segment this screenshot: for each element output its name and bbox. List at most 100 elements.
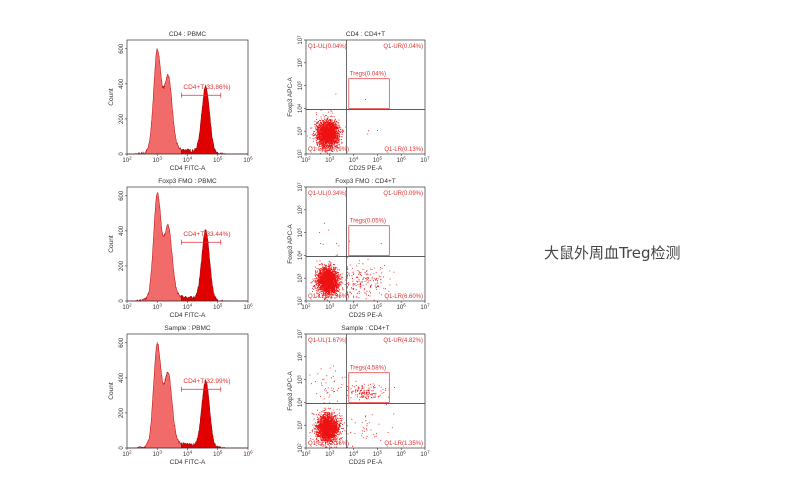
histogram-ungated-area — [127, 342, 182, 449]
tick-exponent: 6 — [250, 156, 253, 161]
tick-label: 106 — [397, 303, 407, 312]
tregs-gate — [348, 78, 390, 109]
tick-label: 103 — [296, 273, 304, 283]
tick-label: 107 — [420, 156, 430, 165]
tick-exponent: 5 — [379, 450, 382, 455]
tick-label: 106 — [296, 352, 304, 362]
tick-label: 102 — [122, 450, 132, 459]
tick-exponent: 2 — [296, 296, 301, 299]
plot-frame — [305, 39, 426, 155]
tick-label: 104 — [296, 250, 304, 260]
tick-label: 102 — [122, 303, 132, 312]
quadrant-ul-label: Q1-UL(0.34%) — [308, 191, 347, 197]
y-tick-label: 0 — [119, 299, 125, 303]
histogram-gated-area — [181, 379, 248, 449]
tick-label: 105 — [296, 81, 304, 91]
tick-label: 107 — [296, 329, 304, 339]
tick-label: 104 — [296, 103, 304, 113]
dot-plot-title: Foxp3 FMO : CD4+T — [335, 178, 396, 185]
tick-exponent: 5 — [296, 228, 301, 231]
tick-label: 107 — [296, 182, 304, 192]
quadrant-lr-label: Q1-LR(6.60%) — [384, 294, 423, 300]
tick-label: 104 — [296, 397, 304, 407]
tick-exponent: 5 — [220, 303, 223, 308]
tick-exponent: 4 — [296, 397, 301, 400]
tick-label: 105 — [373, 450, 383, 459]
tick-label: 103 — [153, 450, 163, 459]
tick-exponent: 2 — [296, 149, 301, 152]
x-axis-label: CD25 PE-A — [349, 459, 383, 466]
histogram-title: Foxp3 FMO : PBMC — [158, 178, 217, 185]
tick-exponent: 6 — [250, 450, 253, 455]
quadrant-ll-label: Q1-LL(92.16%) — [308, 441, 349, 447]
tick-label: 103 — [325, 303, 335, 312]
tick-label: 103 — [153, 303, 163, 312]
tick-label: 105 — [213, 450, 223, 459]
tick-label: 105 — [213, 156, 223, 165]
tick-exponent: 4 — [190, 156, 193, 161]
dot-plot-panel: Sample : CD4+T Tregs(4.58%) Q1-UL(1.67%) Q1… — [287, 325, 430, 466]
quadrant-ul-label: Q1-UL(0.04%) — [308, 44, 347, 50]
gate-label: CD4+T(33.86%) — [183, 84, 230, 91]
x-axis-label: CD4 FITC-A — [170, 459, 206, 466]
tick-exponent: 6 — [296, 205, 301, 208]
tick-label: 106 — [296, 58, 304, 68]
x-axis-label: CD25 PE-A — [349, 312, 383, 319]
dot-plot-title: Sample : CD4+T — [341, 325, 389, 332]
tick-label: 103 — [296, 420, 304, 430]
tick-exponent: 2 — [308, 156, 311, 161]
tick-exponent: 4 — [296, 250, 301, 253]
tick-exponent: 5 — [296, 81, 301, 84]
tick-exponent: 7 — [296, 182, 301, 185]
tick-label: 104 — [349, 303, 359, 312]
tick-exponent: 5 — [379, 156, 382, 161]
tick-exponent: 4 — [190, 450, 193, 455]
tick-exponent: 7 — [296, 329, 301, 332]
histogram-panel: Foxp3 FMO : PBMC 0 200 400 600 102 103 104 105 10… — [108, 178, 253, 319]
tick-label: 106 — [243, 303, 253, 312]
y-tick-label: 400 — [119, 78, 125, 89]
tick-exponent: 4 — [190, 303, 193, 308]
tick-exponent: 3 — [296, 273, 301, 276]
tick-exponent: 6 — [250, 303, 253, 308]
tick-label: 102 — [296, 149, 304, 159]
y-tick-label: 200 — [119, 407, 125, 418]
x-axis-label: CD25 PE-A — [349, 165, 383, 172]
tick-label: 102 — [296, 296, 304, 306]
tick-exponent: 6 — [296, 58, 301, 61]
y-tick-label: 600 — [119, 43, 125, 54]
histogram-gated-area — [181, 84, 248, 155]
plot-frame — [305, 186, 426, 302]
tregs-gate — [348, 372, 390, 403]
tick-exponent: 2 — [129, 450, 132, 455]
quadrant-ur-label: Q1-UR(0.04%) — [383, 44, 423, 50]
plot-frame — [305, 333, 426, 449]
tick-exponent: 2 — [129, 303, 132, 308]
tregs-gate-label: Tregs(0.05%) — [350, 219, 386, 225]
tick-exponent: 7 — [427, 303, 430, 308]
tick-exponent: 4 — [296, 103, 301, 106]
y-tick-label: 400 — [119, 225, 125, 236]
tick-exponent: 3 — [296, 420, 301, 423]
tick-label: 102 — [301, 156, 311, 165]
y-axis-label: Count — [108, 382, 115, 400]
tick-exponent: 4 — [356, 303, 359, 308]
x-axis-label: CD4 FITC-A — [170, 165, 206, 172]
tick-label: 102 — [122, 156, 132, 165]
y-tick-label: 0 — [119, 152, 125, 156]
histogram-ungated-area — [127, 48, 182, 155]
tick-label: 106 — [397, 450, 407, 459]
tick-label: 105 — [296, 228, 304, 238]
quadrant-ul-label: Q1-UL(1.67%) — [308, 338, 347, 344]
side-caption: 大鼠外周血Treg检测 — [544, 244, 681, 262]
tick-exponent: 7 — [427, 450, 430, 455]
y-tick-label: 200 — [119, 113, 125, 124]
y-tick-label: 600 — [119, 337, 125, 348]
tick-label: 102 — [296, 443, 304, 453]
dot-plot-panel: CD4 : CD4+T Tregs(0.04%) Q1-UL(0.04%) Q1-UR… — [287, 31, 430, 172]
tick-exponent: 5 — [220, 156, 223, 161]
tick-exponent: 7 — [296, 35, 301, 38]
histogram-title: Sample : PBMC — [164, 325, 211, 332]
tick-label: 104 — [349, 156, 359, 165]
